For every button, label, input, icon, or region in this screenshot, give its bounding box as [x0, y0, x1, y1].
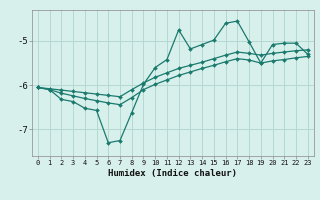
X-axis label: Humidex (Indice chaleur): Humidex (Indice chaleur) [108, 169, 237, 178]
